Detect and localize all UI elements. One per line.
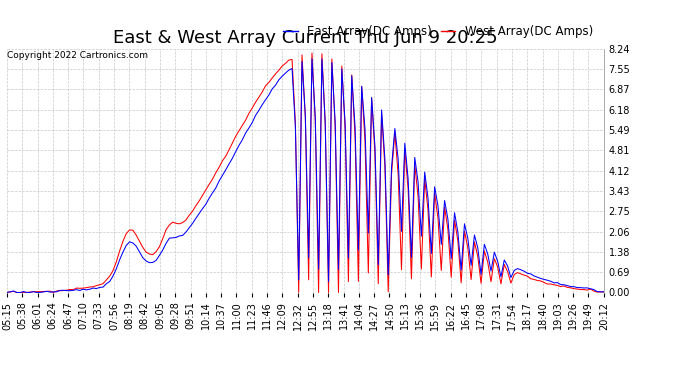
Legend: East Array(DC Amps), West Array(DC Amps): East Array(DC Amps), West Array(DC Amps) — [279, 21, 598, 43]
Title: East & West Array Current Thu Jun 9 20:25: East & West Array Current Thu Jun 9 20:2… — [113, 29, 497, 47]
Text: Copyright 2022 Cartronics.com: Copyright 2022 Cartronics.com — [7, 51, 148, 60]
